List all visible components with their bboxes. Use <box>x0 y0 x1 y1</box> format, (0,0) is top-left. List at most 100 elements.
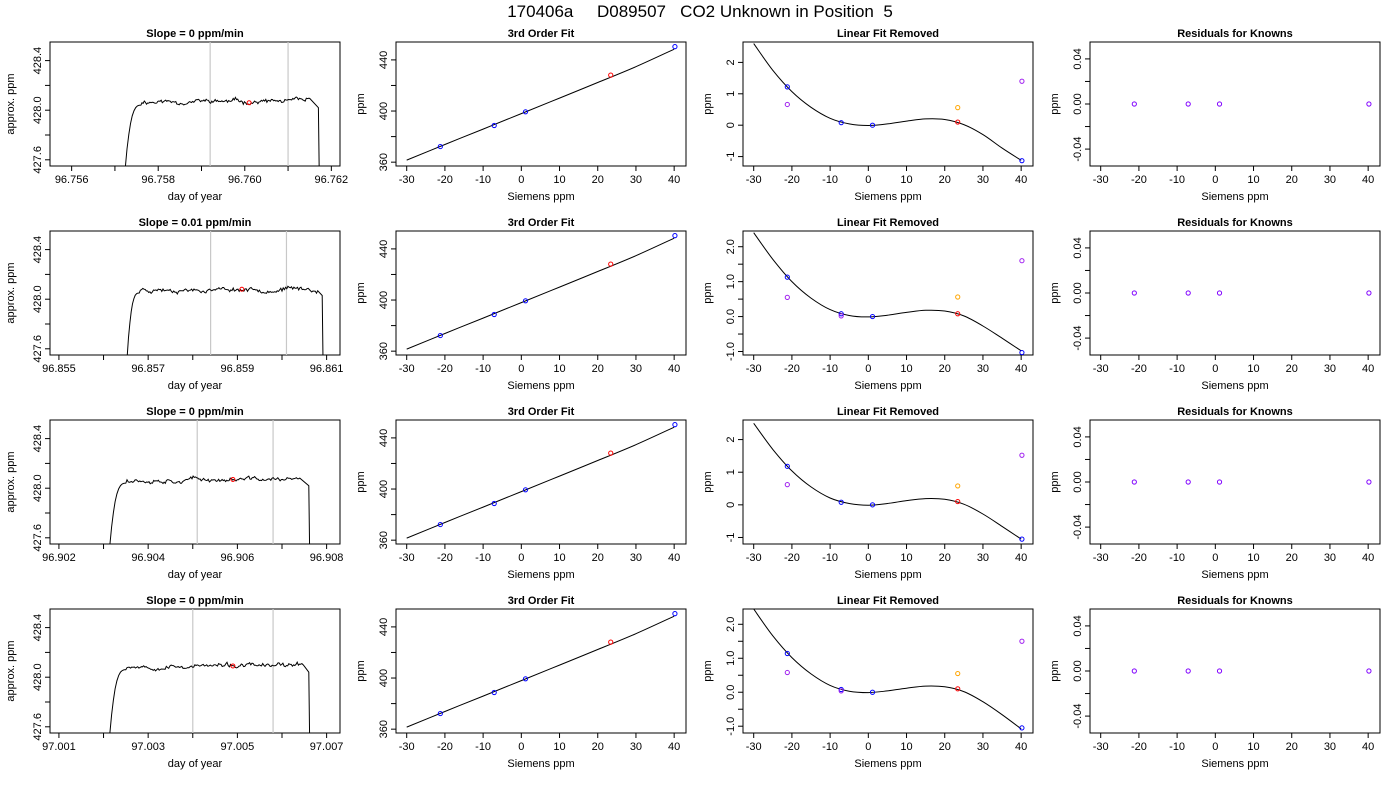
x-tick-label: 97.007 <box>310 741 344 753</box>
data-layer <box>1131 290 1372 296</box>
y-tick-label: -0.04 <box>1072 515 1084 540</box>
y-tick-label: 0.04 <box>1072 48 1084 69</box>
data-point <box>1019 725 1025 731</box>
x-tick-label: -20 <box>1131 174 1147 186</box>
panel-residuals-row3: Residuals for Knowns -30 -20 -10 0 10 20 30 40 -0… <box>1049 406 1381 581</box>
x-tick-label: 96.904 <box>131 552 165 564</box>
y-tick-label: -1 <box>725 152 737 162</box>
x-axis-label: Siemens ppm <box>854 380 921 392</box>
x-tick-label: 30 <box>977 174 989 186</box>
x-axis-label: Siemens ppm <box>1201 758 1268 770</box>
x-tick-label: 40 <box>668 552 680 564</box>
data-point <box>1019 638 1025 644</box>
data-point <box>838 120 844 126</box>
panel-title: Residuals for Knowns <box>1177 406 1293 418</box>
x-tick-label: -30 <box>1093 363 1109 375</box>
data-point <box>1366 290 1372 296</box>
y-tick-label: 0.04 <box>1072 615 1084 636</box>
y-axis-label: ppm <box>702 660 714 681</box>
y-tick-label: 1.0 <box>725 651 737 666</box>
x-tick-label: 10 <box>1247 174 1259 186</box>
data-point <box>1019 158 1025 164</box>
data-point <box>1216 101 1223 107</box>
data-point <box>1019 536 1025 542</box>
y-tick-label: 2 <box>725 59 737 65</box>
x-tick-label: 10 <box>1247 363 1259 375</box>
x-tick-label: 96.908 <box>310 552 344 564</box>
data-point <box>437 332 443 339</box>
data-point <box>869 502 876 508</box>
x-tick-label: 96.861 <box>310 363 344 375</box>
panel-fit-row2: 3rd Order Fit -30 -20 -10 0 10 20 30 40 360 400 440… <box>355 217 687 392</box>
x-tick-label: 40 <box>668 363 680 375</box>
y-tick-label: 400 <box>378 480 390 498</box>
data-point <box>608 72 614 78</box>
mean-point <box>230 663 236 669</box>
y-tick-label: 360 <box>378 342 390 360</box>
x-tick-label: -20 <box>1131 741 1147 753</box>
data-point <box>608 639 614 645</box>
x-tick-label: 10 <box>900 174 912 186</box>
x-tick-label: -10 <box>1169 741 1185 753</box>
x-tick-label: -10 <box>1169 552 1185 564</box>
y-tick-label: 440 <box>378 429 390 447</box>
y-tick-label: 428.0 <box>32 96 44 124</box>
x-tick-label: 30 <box>1324 552 1336 564</box>
data-point <box>1216 479 1223 485</box>
data-point <box>1185 101 1191 107</box>
panel-residuals-row4: Residuals for Knowns -30 -20 -10 0 10 20 30 40 -0… <box>1049 595 1381 770</box>
panel-timeseries-row1: Slope = 0 ppm/min 96.756 96.758 96.760 96.76… <box>5 28 348 203</box>
y-axis-label: ppm <box>702 471 714 492</box>
fit-curve <box>753 232 1022 352</box>
panel-title: Residuals for Knowns <box>1177 28 1293 40</box>
data-layer <box>1131 479 1372 485</box>
y-axis-label: ppm <box>702 282 714 303</box>
x-tick-label: 10 <box>553 552 565 564</box>
data-point <box>784 650 790 657</box>
data-point <box>1131 290 1137 296</box>
y-tick-label: 0.00 <box>1072 282 1084 303</box>
panel-residuals-row2: Residuals for Knowns -30 -20 -10 0 10 20 30 40 -0… <box>1049 217 1381 392</box>
x-tick-label: 40 <box>1015 741 1027 753</box>
data-point <box>437 143 443 150</box>
data-point <box>838 688 844 694</box>
fit-curve <box>753 609 1022 730</box>
fit-curve <box>753 423 1022 540</box>
panel-fit-row4: 3rd Order Fit -30 -20 -10 0 10 20 30 40 360 400 440… <box>355 595 687 770</box>
data-point <box>955 294 961 300</box>
y-tick-label: 428.4 <box>32 614 44 642</box>
plot-frame <box>742 230 1034 356</box>
y-tick-label: 427.6 <box>32 713 44 741</box>
x-tick-label: 40 <box>1362 741 1374 753</box>
data-point <box>491 500 497 507</box>
fit-curve <box>406 48 675 161</box>
x-tick-label: 96.906 <box>221 552 255 564</box>
x-tick-label: -20 <box>784 741 800 753</box>
plot-frame <box>1089 419 1381 545</box>
data-point <box>1185 668 1191 674</box>
x-tick-label: 20 <box>939 741 951 753</box>
data-layer <box>124 42 320 166</box>
data-point <box>1366 479 1372 485</box>
x-axis-label: Siemens ppm <box>854 758 921 770</box>
panel-title: Slope = 0 ppm/min <box>146 595 244 607</box>
trace-line <box>126 285 324 355</box>
panel-timeseries-row3: Slope = 0 ppm/min 96.902 96.904 96.906 96.90… <box>5 406 343 581</box>
x-tick-label: 30 <box>630 741 642 753</box>
x-tick-label: 96.857 <box>131 363 165 375</box>
panel-title: 3rd Order Fit <box>508 217 575 229</box>
y-axis-label: ppm <box>1049 282 1061 303</box>
y-tick-label: 400 <box>378 291 390 309</box>
x-tick-label: -10 <box>822 552 838 564</box>
data-point <box>869 122 876 128</box>
panel-title: Slope = 0 ppm/min <box>146 406 244 418</box>
y-tick-label: 440 <box>378 240 390 258</box>
x-tick-label: -10 <box>822 363 838 375</box>
data-layer <box>753 609 1025 731</box>
fit-curve <box>406 615 675 728</box>
panel-title: 3rd Order Fit <box>508 595 575 607</box>
x-tick-label: 20 <box>1286 741 1298 753</box>
x-tick-label: 20 <box>939 552 951 564</box>
x-tick-label: 40 <box>1362 174 1374 186</box>
x-tick-label: 20 <box>592 741 604 753</box>
